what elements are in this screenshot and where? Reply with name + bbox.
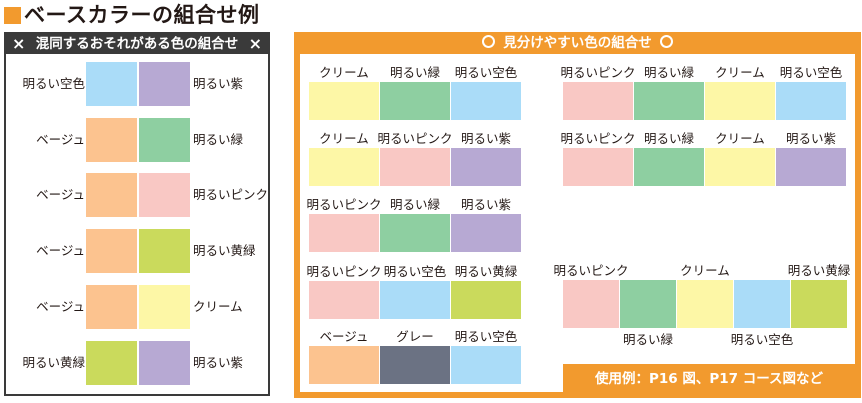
color-label: 明るい緑 <box>193 132 244 147</box>
color-label: 明るい緑 <box>622 332 673 347</box>
circle-icon <box>659 35 673 48</box>
color-label: 明るい空色 <box>383 264 447 279</box>
color-swatch <box>776 82 846 120</box>
page-title: ベースカラーの組合せ例 <box>24 3 260 27</box>
color-label: ベージュ <box>36 299 85 314</box>
color-label: 明るい空色 <box>779 65 843 80</box>
color-label: 明るい紫 <box>785 131 836 146</box>
color-swatch <box>86 118 137 162</box>
confusing-combination-row: 明るい黄緑 明るい紫 <box>6 341 268 385</box>
color-swatch <box>139 341 190 385</box>
color-swatch <box>634 148 704 186</box>
color-swatch <box>380 346 450 384</box>
color-swatch <box>86 341 137 385</box>
color-swatch <box>705 148 775 186</box>
confusing-combinations-panel <box>4 32 270 396</box>
color-label: 明るいピンク <box>306 197 382 212</box>
color-swatch <box>309 214 379 252</box>
color-swatch <box>451 346 521 384</box>
color-label: グレー <box>396 329 434 344</box>
color-swatch <box>705 82 775 120</box>
color-swatch <box>139 173 190 217</box>
color-label: 明るい黄緑 <box>454 264 518 279</box>
color-swatch <box>309 148 379 186</box>
color-swatch <box>451 82 521 120</box>
confusing-combination-row: ベージュ 明るい緑 <box>6 118 268 162</box>
confusing-combination-row: ベージュ 明るいピンク <box>6 173 268 217</box>
distinguishable-combinations-heading: 見分けやすい色の組合せ <box>503 35 652 51</box>
color-label: クリーム <box>319 131 369 146</box>
color-label: 明るい黄緑 <box>22 355 85 370</box>
color-swatch <box>139 118 190 162</box>
cross-icon: × <box>248 34 262 53</box>
color-swatch <box>451 281 521 319</box>
color-label: ベージュ <box>36 132 85 147</box>
color-label: クリーム <box>680 263 730 278</box>
color-label: 明るい空色 <box>22 76 85 91</box>
color-swatch <box>139 229 190 273</box>
confusing-combination-row: ベージュ クリーム <box>6 285 268 329</box>
color-swatch <box>776 148 846 186</box>
color-label: クリーム <box>715 131 765 146</box>
color-swatch <box>563 280 619 328</box>
color-label: 明るい緑 <box>643 131 694 146</box>
color-label: 明るい空色 <box>730 332 794 347</box>
distinguishable-combinations-header: 見分けやすい色の組合せ <box>294 32 861 54</box>
title-marker <box>4 7 21 24</box>
color-label: 明るい黄緑 <box>193 243 256 258</box>
confusing-combination-row: 明るい空色 明るい紫 <box>6 62 268 106</box>
color-label: クリーム <box>715 65 765 80</box>
cross-icon: × <box>12 34 26 53</box>
color-label: 明るい紫 <box>193 355 244 370</box>
color-swatch <box>451 214 521 252</box>
confusing-combinations-heading: 混同するおそれがある色の組合せ <box>35 36 239 52</box>
color-label: 明るいピンク <box>560 131 636 146</box>
color-label: ベージュ <box>36 243 85 258</box>
color-label: 明るいピンク <box>306 264 382 279</box>
color-swatch <box>86 62 137 106</box>
confusing-combination-row: ベージュ 明るい黄緑 <box>6 229 268 273</box>
color-label: 明るいピンク <box>560 65 636 80</box>
color-label: クリーム <box>319 65 369 80</box>
circle-icon <box>482 35 496 48</box>
color-swatch <box>86 229 137 273</box>
color-swatch <box>380 281 450 319</box>
color-label: 明るいピンク <box>377 131 453 146</box>
color-label: 明るい空色 <box>454 329 518 344</box>
color-swatch <box>86 173 137 217</box>
color-label: 明るい緑 <box>643 65 694 80</box>
color-label: 明るい紫 <box>460 197 511 212</box>
color-swatch <box>139 62 190 106</box>
color-swatch <box>734 280 790 328</box>
usage-example-banner: 使用例：P16 図、P17 コース図など <box>563 364 855 395</box>
color-swatch <box>620 280 676 328</box>
color-label: 明るい紫 <box>460 131 511 146</box>
color-swatch <box>309 82 379 120</box>
color-label: 明るいピンク <box>553 263 629 278</box>
color-label: 明るい黄緑 <box>787 263 851 278</box>
color-swatch <box>380 214 450 252</box>
color-swatch <box>634 82 704 120</box>
color-swatch <box>380 82 450 120</box>
color-label: ベージュ <box>36 187 85 202</box>
confusing-combinations-header: × 混同するおそれがある色の組合せ × <box>6 34 268 54</box>
color-label: 明るい空色 <box>454 65 518 80</box>
color-label: クリーム <box>193 299 243 314</box>
color-swatch <box>309 281 379 319</box>
color-label: 明るい緑 <box>389 65 440 80</box>
color-swatch <box>451 148 521 186</box>
color-label: 明るいピンク <box>193 187 269 202</box>
color-swatch <box>563 148 633 186</box>
color-swatch <box>677 280 733 328</box>
color-swatch <box>139 285 190 329</box>
color-swatch <box>563 82 633 120</box>
color-swatch <box>86 285 137 329</box>
color-label: ベージュ <box>319 329 369 344</box>
color-label: 明るい紫 <box>193 76 244 91</box>
color-swatch <box>791 280 847 328</box>
color-label: 明るい緑 <box>389 197 440 212</box>
color-swatch <box>309 346 379 384</box>
color-swatch <box>380 148 450 186</box>
